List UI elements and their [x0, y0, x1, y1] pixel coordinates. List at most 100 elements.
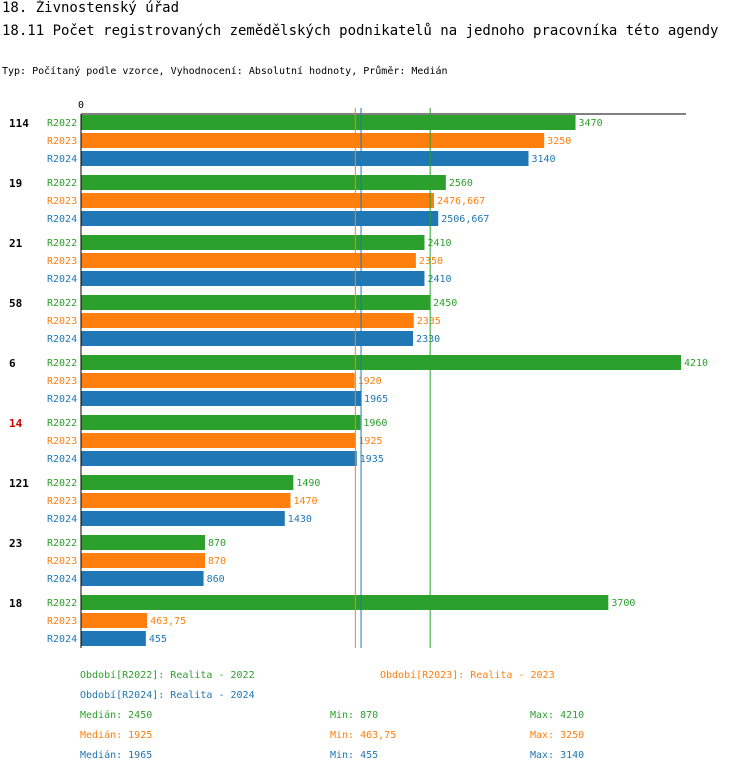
series-label: R2022 [47, 118, 77, 129]
category-label: 18 [9, 597, 22, 610]
bar [81, 175, 446, 190]
series-label: R2022 [47, 298, 77, 309]
data-label: 2350 [419, 256, 443, 267]
series-label: R2023 [47, 316, 77, 327]
series-label: R2022 [47, 418, 77, 429]
series-label: R2024 [47, 634, 77, 645]
bar [81, 151, 529, 166]
series-label: R2024 [47, 154, 77, 165]
category-label: 6 [9, 357, 16, 370]
category-label: 21 [9, 237, 23, 250]
series-label: R2023 [47, 616, 77, 627]
bar [81, 391, 362, 406]
data-label: 2410 [427, 238, 451, 249]
bar [81, 211, 439, 226]
data-label: 2450 [433, 298, 457, 309]
series-label: R2024 [47, 274, 77, 285]
series-label: R2024 [47, 214, 77, 225]
series-label: R2023 [47, 436, 77, 447]
series-label: R2023 [47, 196, 77, 207]
legend-period-r2024: Období[R2024]: Realita - 2024 [80, 690, 255, 701]
x-axis-zero-label: 0 [78, 100, 84, 111]
category-label: 23 [9, 537, 22, 550]
series-label: R2024 [47, 334, 77, 345]
series-label: R2023 [47, 136, 77, 147]
data-label: 2410 [427, 274, 451, 285]
data-label: 860 [207, 574, 225, 585]
bar [81, 451, 357, 466]
bar [81, 631, 146, 646]
legend-median-r2023: Medián: 1925 [80, 730, 153, 741]
data-label: 2335 [417, 316, 441, 327]
data-label: 455 [149, 634, 167, 645]
category-label: 58 [9, 297, 22, 310]
category-label: 19 [9, 177, 22, 190]
bar [81, 433, 356, 448]
legend-period-r2023: Období[R2023]: Realita - 2023 [380, 670, 555, 681]
chart-title: 18.11 Počet registrovaných zemědělských … [2, 23, 719, 39]
legend-max-r2022: Max: 4210 [530, 710, 585, 721]
bar [81, 115, 576, 130]
series-label: R2022 [47, 478, 77, 489]
data-label: 2506,667 [441, 214, 489, 225]
bar [81, 535, 205, 550]
bar [81, 331, 414, 346]
bar [81, 295, 431, 310]
data-label: 1960 [363, 418, 387, 429]
category-label: 121 [9, 477, 29, 490]
data-label: 870 [208, 538, 226, 549]
bar [81, 355, 681, 370]
legend-median-r2024: Medián: 1965 [80, 750, 153, 761]
series-label: R2022 [47, 358, 77, 369]
data-label: 3470 [579, 118, 603, 129]
series-label: R2024 [47, 394, 77, 405]
series-label: R2022 [47, 538, 77, 549]
bar [81, 415, 361, 430]
series-label: R2024 [47, 514, 77, 525]
series-label: R2022 [47, 598, 77, 609]
legend-median-r2022: Medián: 2450 [80, 710, 153, 721]
series-label: R2023 [47, 496, 77, 507]
legend-max-r2023: Max: 3250 [530, 730, 585, 741]
category-label: 114 [9, 117, 29, 130]
data-label: 463,75 [150, 616, 186, 627]
data-label: 4210 [684, 358, 708, 369]
data-label: 1935 [360, 454, 384, 465]
bar [81, 475, 294, 490]
data-label: 3700 [611, 598, 635, 609]
series-label: R2022 [47, 178, 77, 189]
bar [81, 313, 414, 328]
legend-period-r2022: Období[R2022]: Realita - 2022 [80, 670, 255, 681]
bar [81, 133, 545, 148]
data-label: 1470 [294, 496, 318, 507]
data-label: 2476,667 [437, 196, 485, 207]
legend-min-r2023: Min: 463,75 [330, 730, 397, 741]
bar [81, 571, 204, 586]
bar [81, 613, 148, 628]
bar [81, 553, 205, 568]
bar [81, 595, 609, 610]
data-label: 870 [208, 556, 226, 567]
legend-min-r2024: Min: 455 [330, 750, 379, 761]
bar [81, 493, 291, 508]
data-label: 1920 [358, 376, 382, 387]
data-label: 1925 [358, 436, 382, 447]
data-label: 3250 [547, 136, 571, 147]
series-label: R2023 [47, 376, 77, 387]
bar [81, 193, 434, 208]
bar [81, 271, 425, 286]
bar [81, 253, 416, 268]
data-label: 2560 [449, 178, 473, 189]
category-label: 14 [9, 417, 23, 430]
series-label: R2024 [47, 454, 77, 465]
data-label: 3140 [532, 154, 556, 165]
series-label: R2023 [47, 256, 77, 267]
bar [81, 511, 285, 526]
series-label: R2024 [47, 574, 77, 585]
series-label: R2022 [47, 238, 77, 249]
series-label: R2023 [47, 556, 77, 567]
bar [81, 235, 425, 250]
data-label: 1430 [288, 514, 312, 525]
bar [81, 373, 355, 388]
